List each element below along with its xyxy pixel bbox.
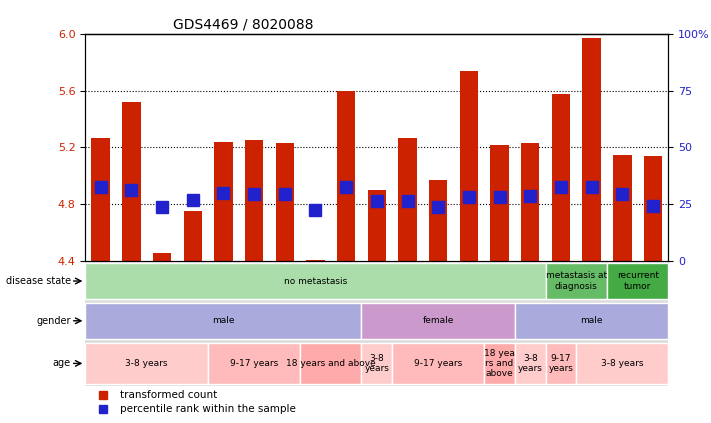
Text: 18 years and above: 18 years and above	[286, 359, 375, 368]
Bar	[398, 137, 417, 261]
Bar	[183, 212, 202, 261]
Text: 3-8
years: 3-8 years	[518, 354, 542, 373]
FancyBboxPatch shape	[545, 263, 607, 299]
FancyBboxPatch shape	[208, 343, 300, 384]
FancyBboxPatch shape	[607, 263, 668, 299]
Text: 9-17
years: 9-17 years	[548, 354, 573, 373]
Text: 18 yea
rs and
above: 18 yea rs and above	[484, 349, 515, 378]
Text: 9-17 years: 9-17 years	[230, 359, 278, 368]
Bar	[613, 154, 631, 261]
FancyBboxPatch shape	[300, 343, 361, 384]
FancyBboxPatch shape	[577, 343, 668, 384]
Text: age: age	[53, 358, 70, 368]
Bar	[460, 71, 478, 261]
Bar	[491, 145, 509, 261]
FancyBboxPatch shape	[85, 343, 208, 384]
Text: 9-17 years: 9-17 years	[414, 359, 462, 368]
FancyBboxPatch shape	[484, 343, 515, 384]
Bar	[153, 253, 171, 261]
Text: gender: gender	[36, 316, 70, 326]
Text: percentile rank within the sample: percentile rank within the sample	[120, 404, 296, 414]
Bar	[214, 142, 232, 261]
Text: female: female	[422, 316, 454, 325]
FancyBboxPatch shape	[361, 343, 392, 384]
Bar	[92, 137, 110, 261]
Bar	[368, 190, 386, 261]
Text: transformed count: transformed count	[120, 390, 218, 400]
Text: GDS4469 / 8020088: GDS4469 / 8020088	[173, 17, 314, 31]
Bar	[643, 156, 662, 261]
Bar	[245, 140, 263, 261]
Bar	[306, 260, 325, 261]
FancyBboxPatch shape	[392, 343, 484, 384]
Bar	[429, 180, 447, 261]
Text: 3-8 years: 3-8 years	[125, 359, 168, 368]
Text: 3-8
years: 3-8 years	[365, 354, 389, 373]
Bar	[122, 102, 141, 261]
Text: recurrent
tumor: recurrent tumor	[616, 271, 658, 291]
Text: metastasis at
diagnosis: metastasis at diagnosis	[546, 271, 607, 291]
Text: male: male	[580, 316, 603, 325]
Text: male: male	[212, 316, 235, 325]
Text: 3-8 years: 3-8 years	[601, 359, 643, 368]
Text: no metastasis: no metastasis	[284, 277, 347, 286]
Bar	[521, 143, 540, 261]
FancyBboxPatch shape	[515, 303, 668, 339]
Bar	[276, 143, 294, 261]
Text: disease state: disease state	[6, 276, 70, 286]
FancyBboxPatch shape	[85, 303, 361, 339]
FancyBboxPatch shape	[361, 303, 515, 339]
Bar	[337, 91, 356, 261]
FancyBboxPatch shape	[545, 343, 577, 384]
FancyBboxPatch shape	[515, 343, 545, 384]
FancyBboxPatch shape	[85, 263, 545, 299]
Bar	[582, 38, 601, 261]
Bar	[552, 93, 570, 261]
